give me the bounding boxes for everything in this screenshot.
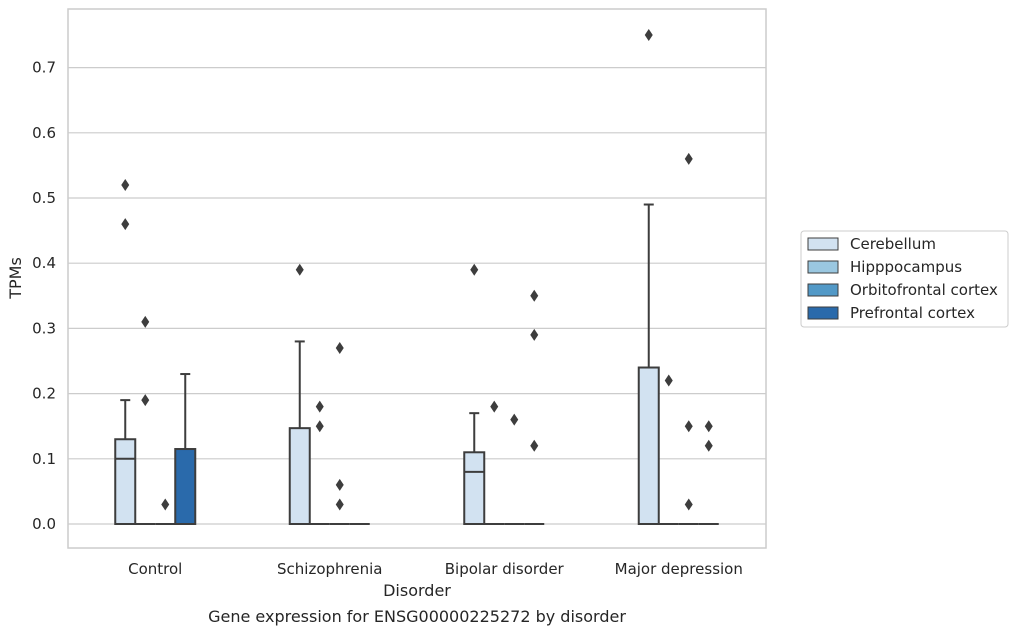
box-cerebellum	[288, 263, 311, 526]
outlier-point	[530, 328, 539, 341]
grid-lines	[68, 66, 766, 525]
x-axis-label: Disorder	[383, 581, 451, 600]
legend-swatch	[807, 306, 839, 320]
legend-label: Orbitofrontal cortex	[850, 281, 998, 299]
x-tick-label: Bipolar disorder	[445, 560, 565, 578]
outlier-point	[335, 341, 344, 354]
box-body	[174, 448, 197, 525]
legend-swatch	[807, 283, 839, 297]
box-body	[114, 438, 137, 525]
box-hipppocampus	[484, 400, 505, 525]
y-tick-label: 0.6	[32, 124, 56, 142]
y-tick-label: 0.5	[32, 189, 56, 207]
y-tick-label: 0.3	[32, 319, 56, 337]
outlier-point	[335, 498, 344, 511]
x-tick-label: Major depression	[615, 560, 743, 578]
x-tick-label: Control	[128, 560, 182, 578]
legend-swatch	[807, 237, 839, 251]
outlier-point	[315, 400, 324, 413]
plot-frame	[67, 8, 767, 549]
box-orbitofrontal-cortex	[155, 498, 176, 525]
outlier-point	[664, 374, 673, 387]
x-tick-labels: Control Schizophrenia Bipolar disorder Majo…	[128, 560, 743, 578]
outlier-point	[684, 152, 693, 165]
box-orbitofrontal-cortex	[504, 413, 525, 525]
outlier-point	[510, 413, 519, 426]
outlier-point	[490, 400, 499, 413]
y-tick-labels: 0.0 0.1 0.2 0.3 0.4 0.5 0.6 0.7	[32, 59, 56, 533]
y-tick-label: 0.1	[32, 450, 56, 468]
box-cerebellum	[114, 178, 137, 525]
box-cerebellum	[463, 263, 486, 525]
chart-caption: Gene expression for ENSG00000225272 by d…	[208, 607, 626, 626]
legend-swatch	[807, 260, 839, 274]
box-prefrontal-cortex	[698, 420, 719, 525]
outlier-point	[530, 289, 539, 302]
outlier-point	[141, 394, 150, 407]
legend: Cerebellum Hipppocampus Orbitofrontal cort…	[800, 230, 1009, 328]
y-tick-label: 0.0	[32, 515, 56, 533]
box-body	[288, 427, 311, 526]
y-axis-label: TPMs	[6, 257, 25, 300]
outlier-point	[684, 420, 693, 433]
box-body	[463, 451, 486, 525]
box-prefrontal-cortex	[174, 373, 197, 525]
y-tick-label: 0.4	[32, 254, 56, 272]
box-cerebellum	[637, 29, 660, 525]
outlier-point	[644, 29, 653, 41]
outlier-point	[295, 263, 304, 276]
legend-label: Cerebellum	[850, 235, 936, 253]
box-hipppocampus	[309, 400, 330, 525]
outlier-point	[684, 498, 693, 511]
x-tick-label: Schizophrenia	[277, 560, 382, 578]
box-orbitofrontal-cortex	[678, 152, 699, 525]
box-hipppocampus	[135, 315, 156, 525]
y-tick-label: 0.2	[32, 385, 56, 403]
y-tick-label: 0.7	[32, 59, 56, 77]
outlier-point	[161, 498, 170, 511]
box-body	[637, 366, 660, 525]
box-orbitofrontal-cortex	[329, 341, 350, 525]
outlier-point	[121, 178, 130, 191]
box-prefrontal-cortex	[524, 289, 545, 525]
outlier-point	[141, 315, 150, 328]
box-hipppocampus	[658, 374, 679, 525]
legend-label: Prefrontal cortex	[850, 304, 975, 322]
legend-frame	[800, 230, 1009, 328]
outlier-point	[121, 218, 130, 231]
outlier-point	[470, 263, 479, 276]
outlier-point	[530, 439, 539, 452]
outlier-point	[315, 420, 324, 433]
box-series	[114, 29, 719, 526]
outlier-point	[335, 478, 344, 491]
outlier-point	[704, 439, 713, 452]
legend-label: Hipppocampus	[850, 258, 962, 276]
outlier-point	[704, 420, 713, 433]
